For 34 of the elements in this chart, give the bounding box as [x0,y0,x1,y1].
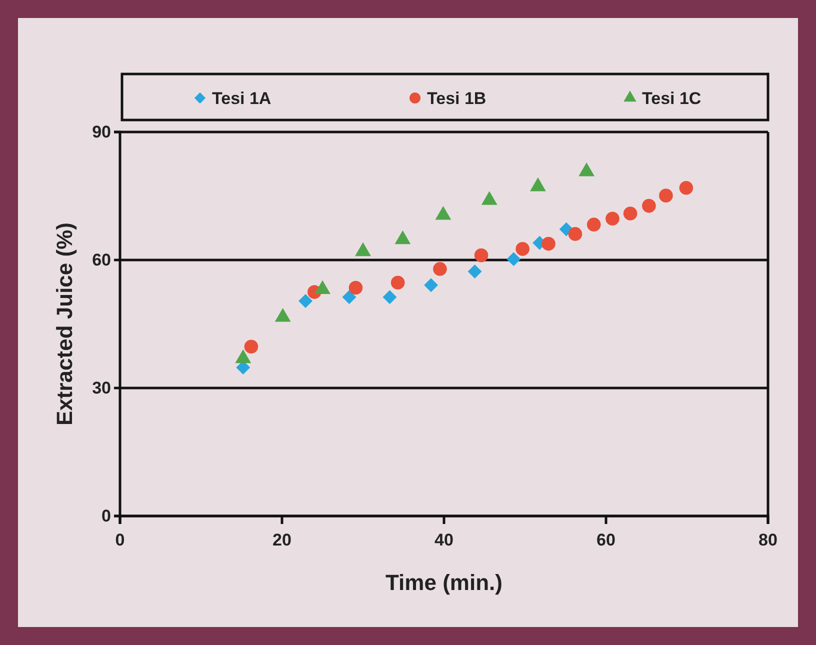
point [474,248,488,262]
y-axis-title: Extracted Juice (%) [52,222,77,426]
point [348,280,363,295]
point [679,180,694,195]
point [506,252,521,266]
legend-label: Tesi 1C [642,89,702,108]
x-tick-label: 40 [434,530,454,550]
x-tick-label: 0 [115,530,125,550]
y-tick-label: 30 [92,378,111,398]
point [342,290,356,304]
point [606,212,620,226]
point [468,264,482,279]
point [390,276,405,290]
x-tick-label: 60 [596,530,616,550]
y-tick-label: 0 [102,506,111,526]
point [642,198,656,213]
legend-label: Tesi 1B [427,89,486,108]
point [382,290,397,304]
y-tick-label: 90 [92,122,111,142]
point [568,227,582,241]
legend-label: Tesi 1A [212,89,272,108]
x-tick-label: 20 [272,530,292,550]
point [542,236,556,251]
x-axis-title: Time (min.) [386,570,502,595]
point [433,262,447,276]
x-tick-label: 80 [758,530,778,550]
point [586,218,601,232]
point [424,278,438,292]
point [623,206,638,220]
point [659,188,673,202]
point [298,294,312,308]
point [244,340,258,354]
y-tick-label: 60 [92,250,111,270]
point [516,242,530,256]
